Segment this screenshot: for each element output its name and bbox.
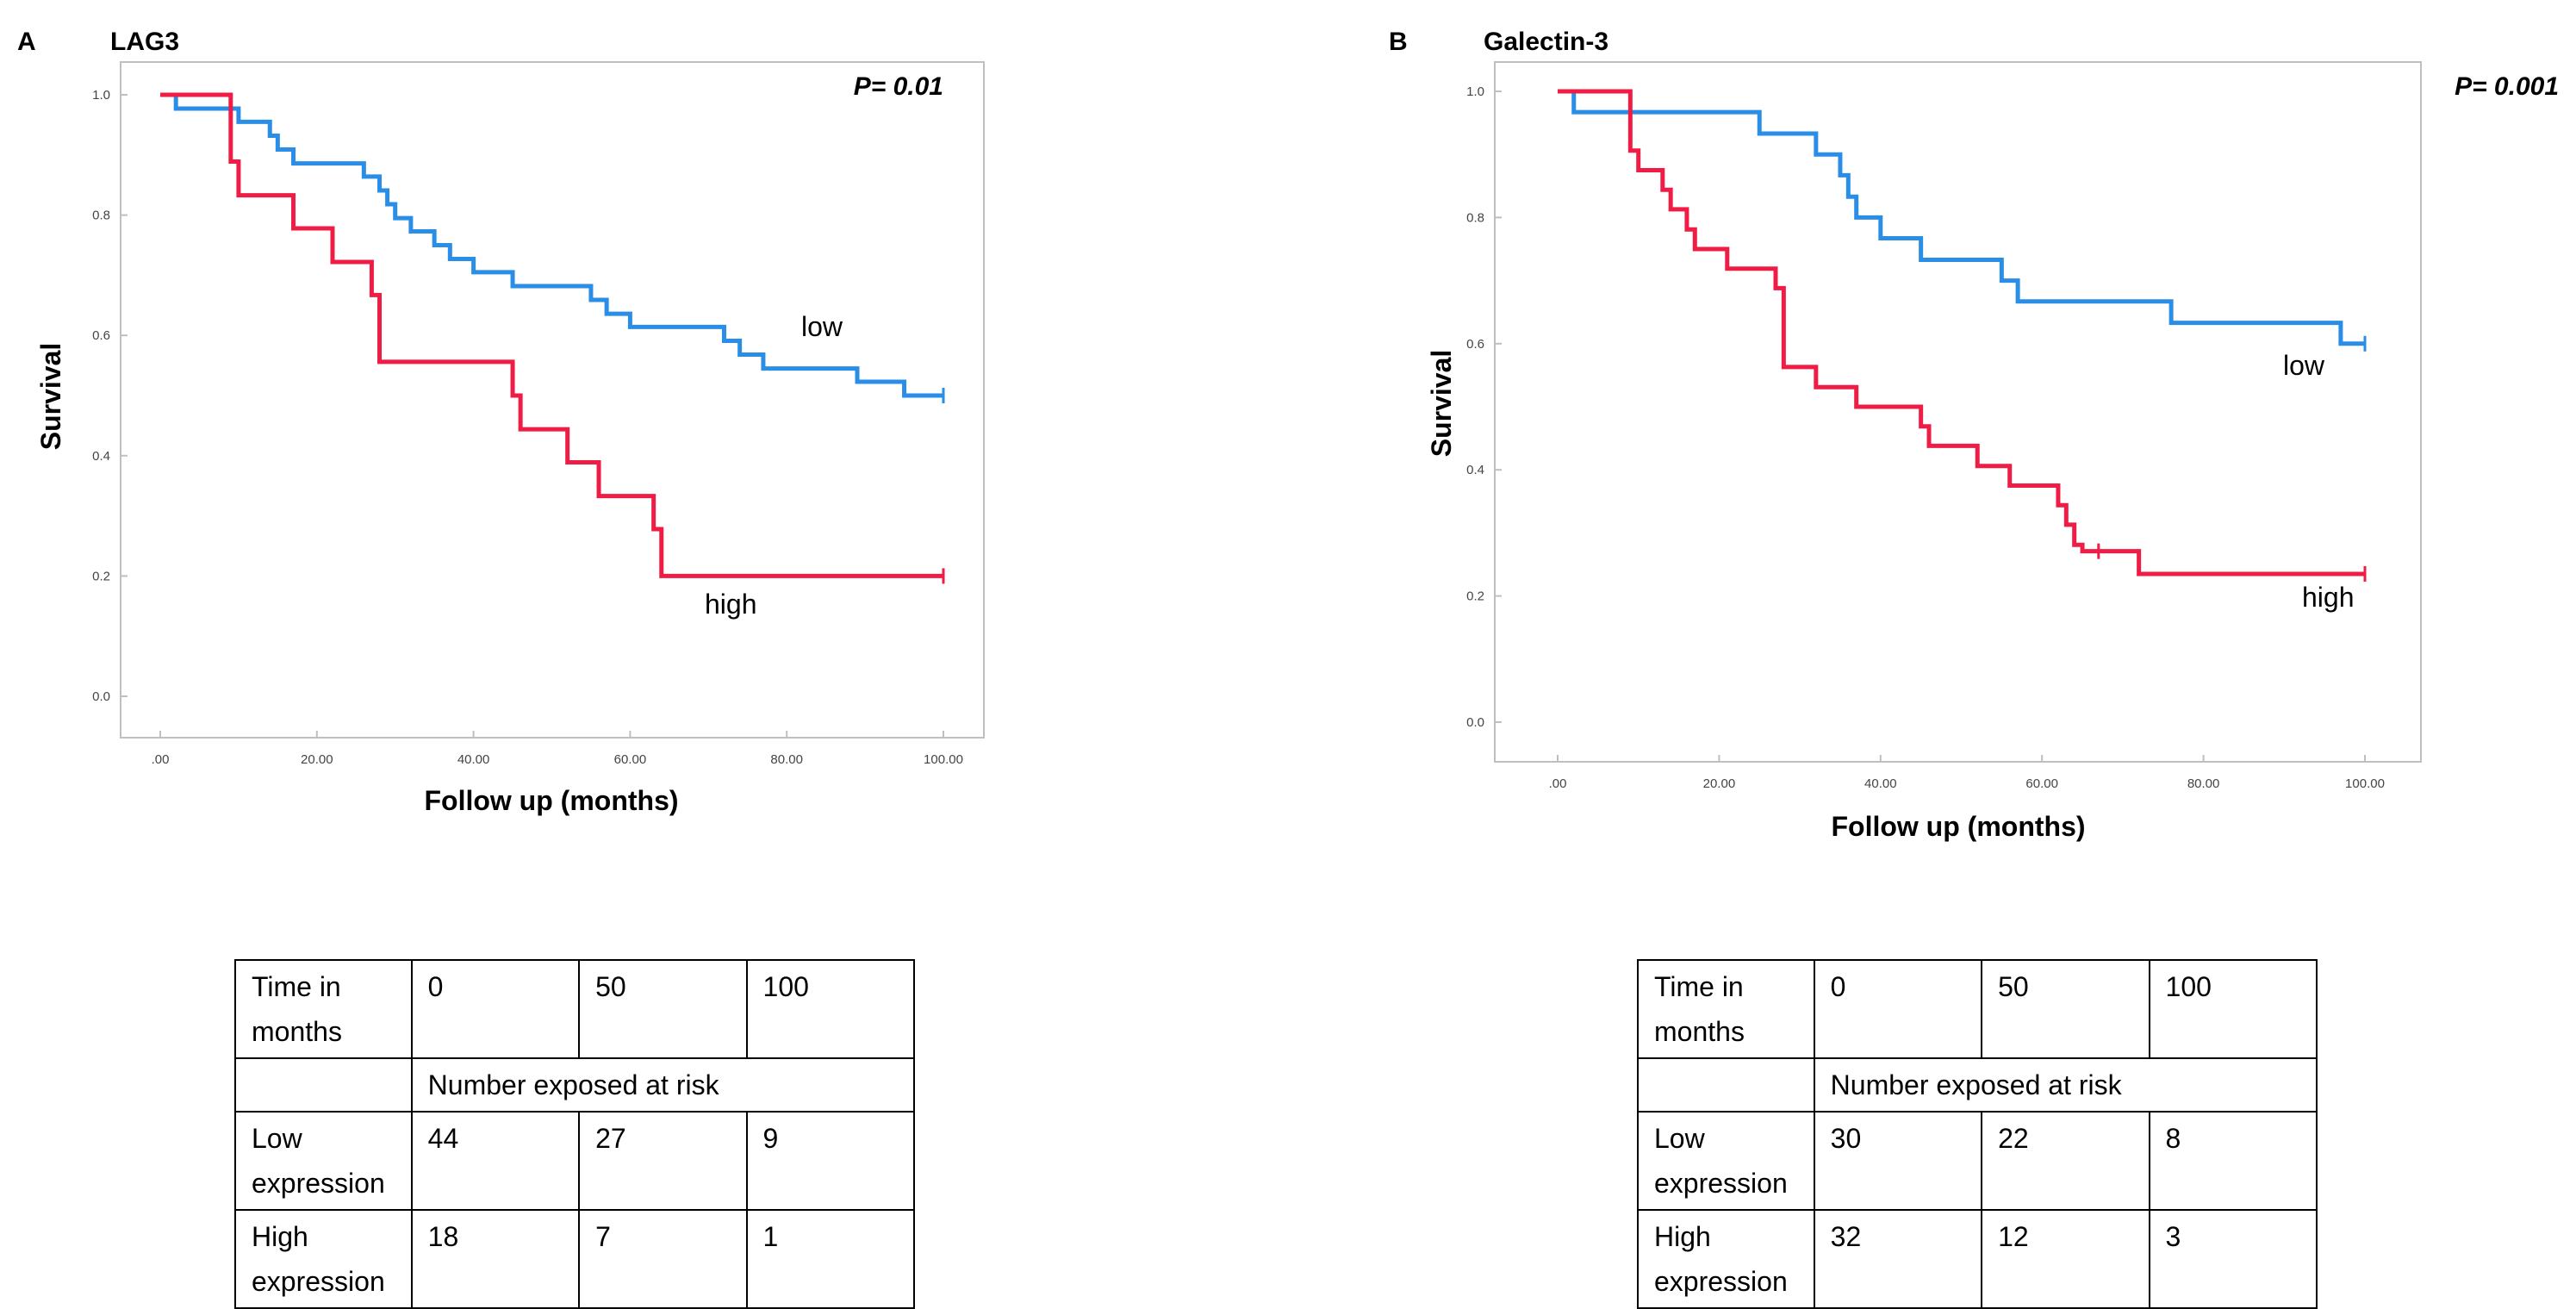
high-curve-label: high [705,589,757,620]
table-subheader-row: Number exposed at risk [234,1057,916,1113]
table-header-row: Time in months 0 50 100 [1637,959,2318,1059]
low-curve-label: low [801,311,843,342]
y-tick-label: 1.0 [92,88,110,103]
table-cell: High expression [234,1209,413,1309]
panel-b: B Galectin-3 P= 0.001 Survival Follow up… [1389,28,2559,842]
table-cell: 27 [578,1111,748,1211]
x-tick-label: 20.00 [301,752,333,767]
y-tick-label: 0.4 [92,449,110,464]
y-tick-label: 0.6 [1466,337,1484,352]
table-cell: 22 [1981,1111,2150,1211]
table-cell: 50 [578,959,748,1059]
table-cell [234,1057,413,1113]
series-high-line [160,92,943,578]
y-axis-title: Survival [1426,350,1457,458]
table-cell: 7 [578,1209,748,1309]
series-low-line [160,92,943,398]
panel-label: B [1389,28,1408,56]
table-cell: 8 [2148,1111,2318,1211]
plot-area: 0.0 0.2 0.4 0.6 0.8 1.0 .00 20.00 40.00 60.00 80.0… [1466,61,2422,791]
table-subheader-row: Number exposed at risk [1637,1057,2318,1113]
table-cell: 9 [745,1111,916,1211]
plot-frame [1494,61,2422,763]
x-axis-title: Follow up (months) [1831,811,2085,842]
table-cell: Low expression [1637,1111,1815,1211]
y-tick-label: 0.0 [1466,715,1484,730]
series-low-line [1558,89,2365,346]
table-cell: 50 [1981,959,2150,1059]
table-cell: High expression [1637,1209,1815,1309]
table-cell: Number exposed at risk [410,1057,916,1113]
chart-title: LAG3 [110,28,179,56]
y-tick-label: 0.6 [92,328,110,343]
x-tick-label: .00 [152,752,170,767]
table-cell: Low expression [234,1111,413,1211]
x-tick-label: 40.00 [1864,776,1897,791]
y-tick-label: 0.2 [92,569,110,583]
table-row: High expression 32 12 3 [1637,1209,2318,1309]
y-tick-label: 1.0 [1466,84,1484,99]
y-axis-title: Survival [35,343,66,451]
chart-title: Galectin-3 [1484,28,1608,56]
table-cell: 0 [410,959,581,1059]
x-tick-label: 60.00 [614,752,647,767]
table-cell: 18 [410,1209,581,1309]
table-cell: 44 [410,1111,581,1211]
table-cell: 12 [1981,1209,2150,1309]
plot-area: 0.0 0.2 0.4 0.6 0.8 1.0 .00 20.00 40.00 60.00 80.0… [92,61,985,767]
table-cell: Time in months [1637,959,1815,1059]
x-tick-label: 100.00 [924,752,963,767]
table-row: Low expression 30 22 8 [1637,1111,2318,1211]
y-tick-label: 0.0 [92,689,110,704]
p-value: P= 0.001 [2455,72,2559,101]
x-tick-label: 100.00 [2345,776,2385,791]
p-value: P= 0.01 [854,72,943,101]
table-cell: 0 [1813,959,1983,1059]
table-cell: Number exposed at risk [1813,1057,2318,1113]
x-tick-label: 40.00 [457,752,490,767]
series-high-line [1558,89,2365,577]
y-tick-label: 0.8 [92,209,110,223]
panel-a: A LAG3 P= 0.01 Survival Follow up (month… [17,28,985,816]
x-tick-label: 80.00 [2187,776,2220,791]
x-tick-label: 60.00 [2025,776,2058,791]
x-tick-label: .00 [1549,776,1567,791]
table-cell [1637,1057,1815,1113]
table-header-row: Time in months 0 50 100 [234,959,916,1059]
panel-label: A [17,28,36,56]
table-row: High expression 18 7 1 [234,1209,916,1309]
table-cell: 100 [2148,959,2318,1059]
plot-frame [120,61,985,739]
table-row: Low expression 44 27 9 [234,1111,916,1211]
table-cell: 3 [2148,1209,2318,1309]
x-tick-label: 80.00 [770,752,803,767]
y-tick-label: 0.2 [1466,589,1484,604]
table-cell: 32 [1813,1209,1983,1309]
table-cell: 30 [1813,1111,1983,1211]
high-curve-label: high [2302,582,2355,613]
x-tick-label: 20.00 [1703,776,1736,791]
y-tick-label: 0.4 [1466,463,1484,477]
risk-table-b: Time in months 0 50 100 Number exposed a… [1637,959,2318,1309]
x-axis-title: Follow up (months) [424,785,678,816]
y-tick-label: 0.8 [1466,210,1484,225]
risk-table-a: Time in months 0 50 100 Number exposed a… [234,959,916,1309]
table-cell: 100 [745,959,916,1059]
table-cell: Time in months [234,959,413,1059]
table-cell: 1 [745,1209,916,1309]
low-curve-label: low [2283,350,2325,381]
